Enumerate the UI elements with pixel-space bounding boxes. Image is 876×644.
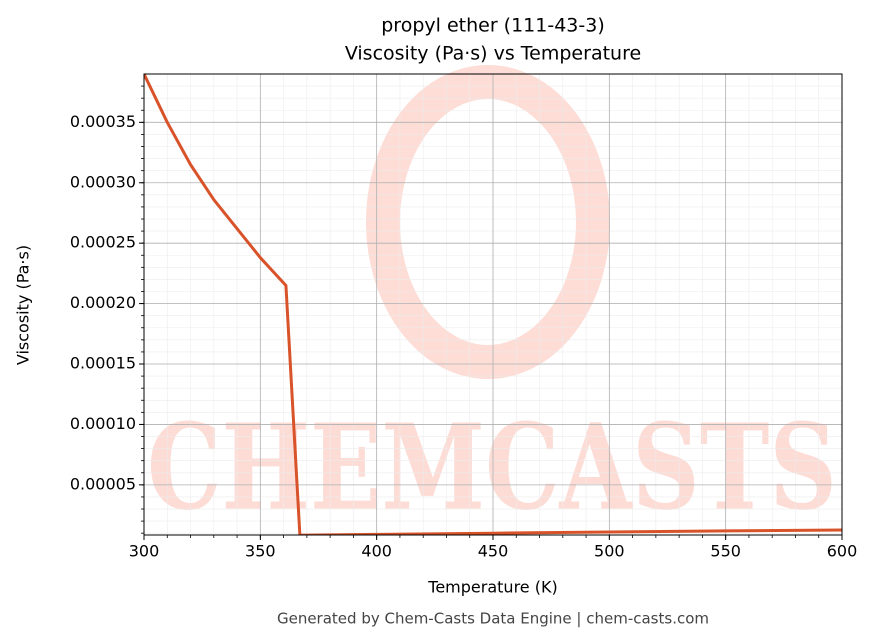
series-line xyxy=(144,74,842,535)
chart-subtitle: Viscosity (Pa·s) vs Temperature xyxy=(345,43,641,65)
y-tick-label: 0.00030 xyxy=(70,172,136,191)
x-tick-label: 600 xyxy=(827,542,858,561)
plot-frame xyxy=(143,73,843,536)
footer: Generated by Chem-Casts Data Engine | ch… xyxy=(277,610,709,628)
x-axis-label: Temperature (K) xyxy=(427,578,557,597)
y-tick-label: 0.00015 xyxy=(70,354,136,373)
y-axis-label: Viscosity (Pa·s) xyxy=(14,245,33,365)
y-tick-label: 0.00005 xyxy=(70,474,136,493)
y-tick-label: 0.00020 xyxy=(70,293,136,312)
x-tick-label: 300 xyxy=(129,542,160,561)
x-tick-label: 400 xyxy=(361,542,392,561)
x-tick-label: 550 xyxy=(710,542,741,561)
watermark: CHEMCASTS xyxy=(147,65,837,537)
x-tick-label: 450 xyxy=(478,542,509,561)
y-tick-label: 0.00035 xyxy=(70,112,136,131)
watermark-text: CHEMCASTS xyxy=(147,398,837,537)
y-tick-label: 0.00025 xyxy=(70,233,136,252)
x-tick-label: 350 xyxy=(245,542,276,561)
watermark-logo xyxy=(366,65,610,379)
chart-title: propyl ether (111-43-3) xyxy=(381,15,605,37)
y-tick-label: 0.00010 xyxy=(70,414,136,433)
x-tick-label: 500 xyxy=(594,542,625,561)
